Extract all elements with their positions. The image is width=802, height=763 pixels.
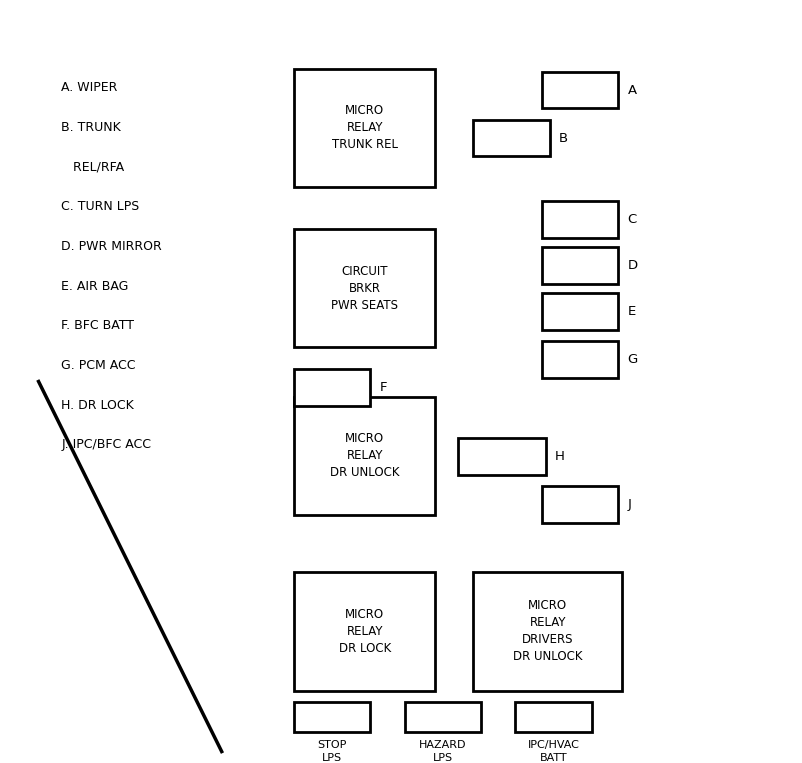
Text: B. TRUNK: B. TRUNK	[62, 121, 121, 134]
Bar	[294, 369, 371, 406]
Text: A: A	[628, 83, 637, 97]
Text: REL/RFA: REL/RFA	[62, 160, 124, 174]
Text: MICRO
RELAY
DR UNLOCK: MICRO RELAY DR UNLOCK	[330, 433, 399, 479]
Bar	[516, 702, 592, 732]
Text: H. DR LOCK: H. DR LOCK	[62, 398, 134, 412]
Text: H: H	[555, 449, 565, 463]
Text: F: F	[379, 381, 387, 394]
Bar	[294, 69, 435, 187]
Text: G: G	[628, 353, 638, 366]
FancyBboxPatch shape	[8, 0, 798, 763]
Bar	[542, 201, 618, 238]
Text: HAZARD
LPS: HAZARD LPS	[419, 740, 467, 762]
Text: J. IPC/BFC ACC: J. IPC/BFC ACC	[62, 438, 152, 452]
Bar	[458, 438, 546, 475]
Text: G. PCM ACC: G. PCM ACC	[62, 359, 136, 372]
Text: STOP
LPS: STOP LPS	[318, 740, 347, 762]
Bar	[473, 572, 622, 691]
Polygon shape	[38, 382, 221, 752]
Bar	[542, 486, 618, 523]
Bar	[405, 702, 481, 732]
Text: J: J	[628, 497, 631, 511]
Text: F. BFC BATT: F. BFC BATT	[62, 319, 135, 333]
Text: C: C	[628, 213, 637, 227]
Bar	[294, 702, 371, 732]
Bar	[294, 572, 435, 691]
Bar	[473, 120, 550, 156]
Bar	[294, 397, 435, 515]
Bar	[542, 293, 618, 330]
Text: CIRCUIT
BRKR
PWR SEATS: CIRCUIT BRKR PWR SEATS	[331, 265, 399, 311]
Text: A. WIPER: A. WIPER	[62, 81, 118, 95]
Bar	[542, 247, 618, 284]
Text: E. AIR BAG: E. AIR BAG	[62, 279, 129, 293]
Text: C. TURN LPS: C. TURN LPS	[62, 200, 140, 214]
Text: MICRO
RELAY
TRUNK REL: MICRO RELAY TRUNK REL	[332, 105, 398, 151]
Text: MICRO
RELAY
DR LOCK: MICRO RELAY DR LOCK	[338, 608, 391, 655]
Text: D: D	[628, 259, 638, 272]
Text: MICRO
RELAY
DRIVERS
DR UNLOCK: MICRO RELAY DRIVERS DR UNLOCK	[513, 600, 582, 663]
Bar	[542, 341, 618, 378]
Text: E: E	[628, 304, 636, 318]
Text: D. PWR MIRROR: D. PWR MIRROR	[62, 240, 162, 253]
Bar	[542, 72, 618, 108]
Text: IPC/HVAC
BATT: IPC/HVAC BATT	[528, 740, 580, 762]
Text: B: B	[559, 131, 568, 145]
Bar	[294, 229, 435, 347]
